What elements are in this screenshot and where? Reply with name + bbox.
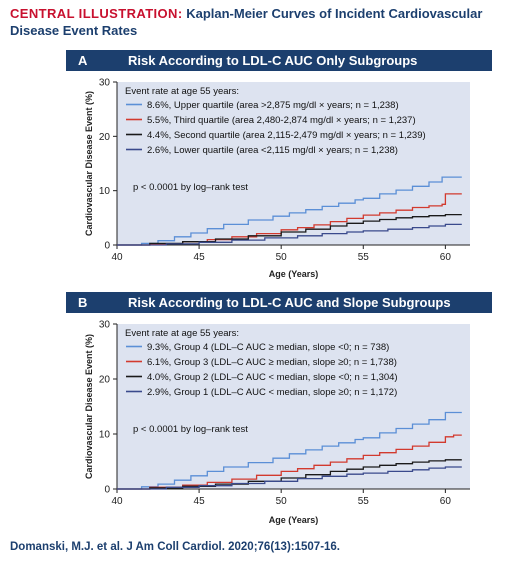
figure-title: CENTRAL ILLUSTRATION: Kaplan-Meier Curve… [0,0,521,40]
panel-a-chart: 0 10 20 30 40 45 50 55 60 Age (Years) Cardiovascul… [84,78,470,279]
x-tick-label: 50 [276,252,288,263]
x-tick-label: 40 [111,496,123,507]
y-tick-label: 0 [104,241,110,252]
panel-a: A Risk According to LDL-C AUC Only Subgr… [66,50,492,288]
x-tick-label: 40 [111,252,123,263]
y-tick-label: 10 [99,186,111,197]
legend-entry-3: 4.4%, Second quartile (area 2,115-2,479 … [147,130,426,141]
x-tick-label: 60 [440,252,452,263]
x-axis-title: Age (Years) [269,515,319,525]
x-tick-label: 60 [440,496,452,507]
legend-entry-4: 2.9%, Group 1 (LDL–C AUC < median, slope… [147,387,397,398]
y-tick-label: 20 [99,375,111,386]
y-axis-title: Cardiovascular Disease Event (%) [84,334,94,479]
title-line-2: Disease Event Rates [10,23,138,38]
legend-entry-1: 9.3%, Group 4 (LDL–C AUC ≥ median, slope… [147,342,389,353]
panel-b: B Risk According to LDL-C AUC and Slope … [66,292,492,534]
legend-title: Event rate at age 55 years: [125,328,239,339]
series-line-2 [117,434,462,490]
y-axis-title: Cardiovascular Disease Event (%) [84,91,94,236]
x-tick-label: 45 [194,496,206,507]
x-tick-label: 55 [358,252,370,263]
series-line-2 [117,193,462,246]
panel-a-letter: A [78,53,88,68]
p-value-annotation: p < 0.0001 by log–rank test [133,182,248,193]
plot-area [117,324,470,489]
title-line-1: Kaplan-Meier Curves of Incident Cardiova… [186,6,483,21]
title-kicker: CENTRAL ILLUSTRATION: [10,6,183,21]
series-line-4 [117,223,462,246]
y-tick-label: 10 [99,430,111,441]
y-tick-label: 20 [99,132,111,143]
legend-entry-4: 2.6%, Lower quartile (area <2,115 mg/dl … [147,145,398,156]
x-tick-label: 55 [358,496,370,507]
panel-b-title: Risk According to LDL-C AUC and Slope Su… [128,295,451,310]
legend-entry-3: 4.0%, Group 2 (LDL–C AUC < median, slope… [147,372,398,383]
panel-b-letter: B [78,295,88,310]
series-line-4 [117,466,462,490]
y-tick-label: 30 [99,78,111,89]
x-tick-label: 50 [276,496,288,507]
legend-entry-2: 6.1%, Group 3 (LDL–C AUC ≥ median, slope… [147,357,397,368]
citation: Domanski, M.J. et al. J Am Coll Cardiol.… [10,541,341,553]
panel-a-header: A Risk According to LDL-C AUC Only Subgr… [66,50,492,71]
panel-a-title: Risk According to LDL-C AUC Only Subgrou… [128,53,418,68]
p-value-annotation: p < 0.0001 by log–rank test [133,424,248,435]
series-line-1 [117,176,462,246]
panel-b-header: B Risk According to LDL-C AUC and Slope … [66,292,492,313]
y-tick-label: 30 [99,320,111,331]
x-tick-label: 45 [194,252,206,263]
series-line-1 [117,411,462,490]
legend-title: Event rate at age 55 years: [125,86,239,97]
panel-b-chart: 0 10 20 30 40 45 50 55 60 Age (Years) Cardiovascul… [84,320,470,525]
legend-entry-1: 8.6%, Upper quartile (area >2,875 mg/dl … [147,100,399,111]
y-tick-label: 0 [104,485,110,496]
x-axis-title: Age (Years) [269,269,319,279]
legend-entry-2: 5.5%, Third quartile (area 2,480-2,874 m… [147,115,416,126]
